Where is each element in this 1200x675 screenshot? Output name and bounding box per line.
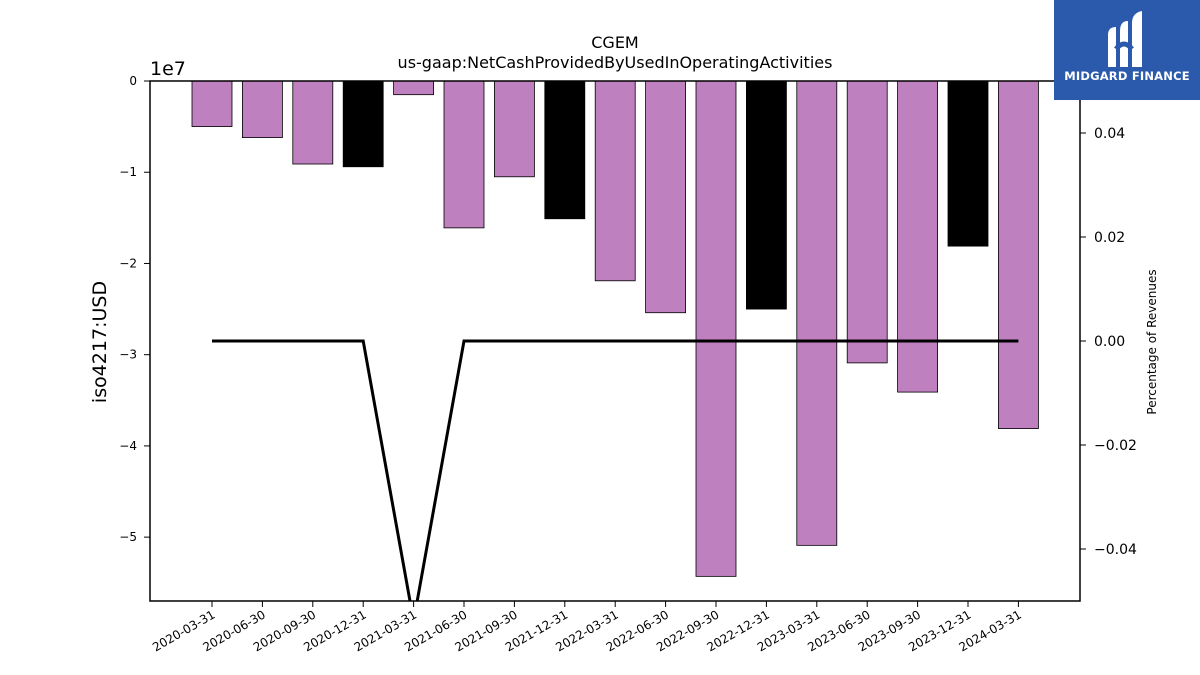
bar <box>191 80 233 128</box>
bar <box>645 80 686 314</box>
y-tick-label: −1 <box>119 165 137 179</box>
y2-tick-label: 0.00 <box>1094 334 1125 350</box>
bar <box>443 80 485 229</box>
bar <box>292 80 334 165</box>
logo-mark-icon <box>1108 11 1142 67</box>
chart-title: CGEM <box>591 33 638 52</box>
y-offset-label: 1e7 <box>150 58 186 80</box>
bar <box>241 80 283 138</box>
bar <box>998 80 1039 429</box>
y2-tick-label: 0.02 <box>1094 230 1125 246</box>
chart-subtitle: us-gaap:NetCashProvidedByUsedInOperating… <box>398 53 833 72</box>
bar <box>594 80 636 282</box>
bar <box>695 80 737 577</box>
y-tick-label: −5 <box>119 530 137 544</box>
ratio-line <box>212 339 1019 601</box>
y-tick-label: 0 <box>129 74 137 88</box>
bar <box>544 80 586 220</box>
y2-tick-label: −0.04 <box>1094 542 1137 558</box>
plot-frame <box>149 80 1081 602</box>
bar <box>746 80 787 310</box>
bar <box>342 80 384 168</box>
y2-tick-label: 0.04 <box>1094 126 1125 142</box>
y2-axis-label: Percentage of Revenues <box>1145 269 1159 414</box>
bar <box>493 80 535 178</box>
bar <box>846 80 888 364</box>
bar <box>393 80 435 96</box>
y-tick-label: −3 <box>119 348 137 362</box>
y2-tick-label: −0.02 <box>1094 438 1137 454</box>
bar <box>796 80 838 546</box>
y-tick-label: −2 <box>119 256 137 270</box>
bar <box>947 80 989 247</box>
y-axis-label: iso4217:USD <box>89 281 111 403</box>
logo-text: MIDGARD FINANCE <box>1064 69 1190 83</box>
brand-logo: MIDGARD FINANCE <box>1054 0 1200 100</box>
bar <box>897 80 938 393</box>
y-tick-label: −4 <box>119 439 137 453</box>
